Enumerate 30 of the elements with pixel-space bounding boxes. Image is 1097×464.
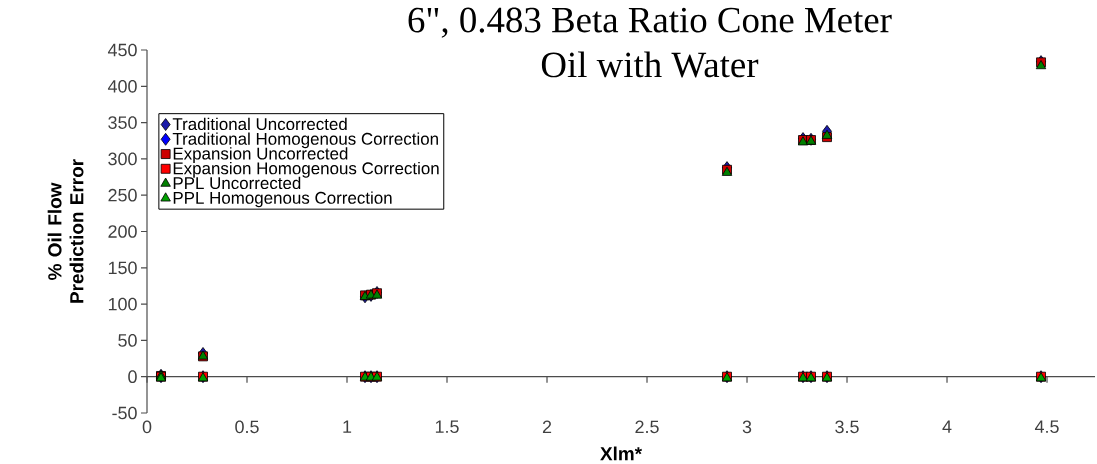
y-tick-label: 450 bbox=[107, 43, 137, 57]
legend-label: PPL Uncorrected bbox=[173, 176, 301, 190]
chart-title: 6", 0.483 Beta Ratio Cone Meter bbox=[408, 7, 892, 38]
legend-label: Expansion Uncorrected bbox=[173, 147, 348, 163]
y-tick-label: 200 bbox=[108, 225, 137, 238]
x-tick-label: 2.5 bbox=[635, 420, 659, 434]
x-tick-label: 2 bbox=[542, 420, 552, 434]
y-tick-label: 0 bbox=[128, 370, 137, 384]
y-tick-label: 350 bbox=[108, 116, 137, 129]
y-tick-label: 150 bbox=[108, 261, 137, 275]
x-axis-title: Xlm* bbox=[600, 446, 643, 461]
legend-label: Expansion Homogenous Correction bbox=[173, 161, 439, 178]
x-tick-label: 3.5 bbox=[835, 420, 859, 434]
legend-label: Traditional Uncorrected bbox=[172, 117, 347, 131]
x-tick-label: 4.5 bbox=[1034, 420, 1059, 434]
x-tick-label: 3 bbox=[742, 420, 752, 434]
y-tick-label: 100 bbox=[108, 297, 137, 311]
y-tick-label: 300 bbox=[108, 152, 137, 166]
x-tick-label: 1.5 bbox=[435, 420, 459, 434]
x-tick-label: 4 bbox=[942, 420, 952, 433]
x-tick-label: 0 bbox=[142, 420, 152, 434]
y-tick-label: 400 bbox=[107, 79, 137, 93]
y-tick-label: 50 bbox=[118, 334, 137, 347]
chart-subtitle: Oil with Water bbox=[541, 51, 759, 78]
y-tick-label: -50 bbox=[112, 406, 137, 420]
y-axis-title: % Oil Flow Prediction Error bbox=[47, 159, 84, 303]
x-tick-label: 0.5 bbox=[235, 420, 259, 434]
x-tick-label: 1 bbox=[343, 420, 352, 433]
y-tick-label: 250 bbox=[108, 188, 137, 202]
legend-label: PPL Homogenous Correction bbox=[173, 191, 392, 208]
